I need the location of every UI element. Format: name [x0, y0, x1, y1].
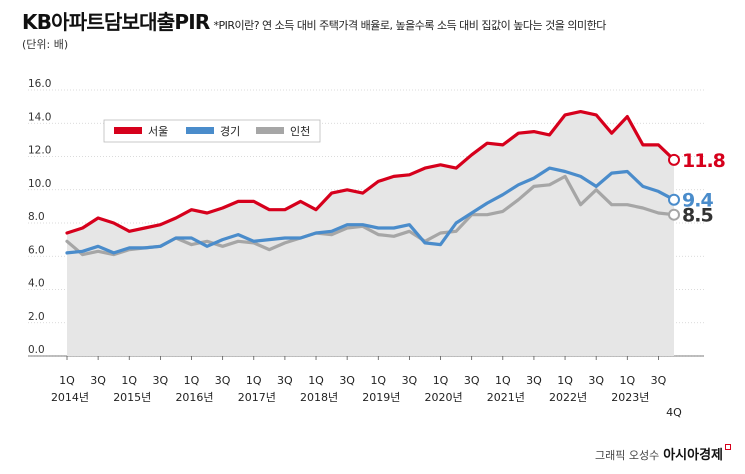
credit: 그래픽 오성수 아시아경제 — [595, 444, 731, 463]
series-end-marker — [668, 208, 680, 221]
series-end-marker — [668, 153, 680, 166]
credit-brand: 아시아경제 — [663, 448, 723, 463]
series-end-label: 8.5 — [682, 205, 713, 227]
y-axis: 0.0 2.0 4.0 6.0 8.0 10.0 12.0 14.0 16.0 — [28, 78, 51, 356]
seoul-area-fill — [67, 111, 674, 356]
series-lines — [65, 109, 676, 257]
x-tick-year: 2018년 — [300, 391, 338, 404]
x-tick-year: 2022년 — [549, 391, 587, 404]
x-tick-year: 2014년 — [51, 391, 89, 404]
x-tick-year: 2015년 — [113, 391, 151, 404]
series-end-marker — [668, 193, 680, 206]
y-tick-label: 2.0 — [28, 311, 45, 323]
x-tick-year: 2023년 — [611, 391, 649, 404]
series-end-label: 9.4 — [682, 190, 713, 212]
credit-text: 그래픽 오성수 — [594, 449, 660, 462]
legend-swatch — [114, 127, 142, 134]
x-tick-quarter: 1Q — [246, 374, 262, 387]
x-tick-quarter: 1Q — [59, 374, 75, 387]
x-tick-year: 2021년 — [487, 391, 525, 404]
series-end-markers: 11.8 9.48.5 — [668, 150, 727, 227]
x-tick-last-quarter: 4Q — [666, 406, 682, 419]
brand-mark-icon — [725, 444, 731, 450]
x-tick-quarter: 3Q — [277, 374, 293, 387]
series-line-1 — [65, 166, 676, 255]
x-tick-quarter: 3Q — [339, 374, 355, 387]
title-block: KB아파트담보대출PIR *PIR이란? 연 소득 대비 주택가격 배율로, 높을… — [22, 6, 606, 35]
legend-swatch — [186, 127, 214, 134]
y-tick-label: 0.0 — [28, 344, 45, 356]
series-end-label: 11.8 — [682, 150, 726, 172]
x-tick-year: 2020년 — [424, 391, 462, 404]
x-tick-quarter: 3Q — [526, 374, 542, 387]
x-tick-quarter: 1Q — [619, 374, 635, 387]
x-tick-quarter: 3Q — [153, 374, 169, 387]
series-line-0 — [65, 109, 676, 235]
x-tick-quarter: 3Q — [402, 374, 418, 387]
y-tick-label: 14.0 — [28, 111, 51, 123]
y-tick-label: 8.0 — [28, 211, 45, 223]
x-tick-year: 2019년 — [362, 391, 400, 404]
x-tick-quarter: 1Q — [121, 374, 137, 387]
legend: 서울 경기 인천 — [103, 119, 321, 143]
x-axis: 1Q 3Q 1Q 3Q 1Q 3Q 1Q 3Q 1Q 3Q 1Q 3Q 1Q 3Q 1Q 3Q 1Q 3Q 1Q 3Q… — [51, 356, 682, 419]
x-tick-quarter: 3Q — [90, 374, 106, 387]
y-tick-label: 10.0 — [28, 178, 51, 190]
x-tick-year: 2016년 — [175, 391, 213, 404]
legend-swatch — [256, 127, 284, 134]
chart-note: *PIR이란? 연 소득 대비 주택가격 배율로, 높을수록 소득 대비 집값이… — [213, 19, 606, 32]
legend-label: 인천 — [290, 124, 310, 138]
x-tick-quarter: 3Q — [464, 374, 480, 387]
legend-label: 경기 — [220, 125, 240, 138]
x-tick-quarter: 3Q — [651, 374, 667, 387]
x-tick-quarter: 1Q — [308, 374, 324, 387]
y-tick-label: 12.0 — [28, 145, 51, 157]
chart-title: KB아파트담보대출PIR — [22, 10, 210, 34]
x-tick-quarter: 3Q — [588, 374, 604, 387]
x-tick-quarter: 1Q — [433, 374, 449, 387]
x-tick-quarter: 1Q — [370, 374, 386, 387]
x-tick-quarter: 1Q — [557, 374, 573, 387]
unit-label: (단위: 배) — [22, 38, 69, 51]
x-tick-year: 2017년 — [238, 391, 276, 404]
y-tick-label: 4.0 — [28, 278, 45, 290]
x-tick-quarter: 3Q — [215, 374, 231, 387]
x-tick-quarter: 1Q — [184, 374, 200, 387]
x-tick-quarter: 1Q — [495, 374, 511, 387]
y-tick-label: 16.0 — [28, 78, 51, 90]
y-tick-label: 6.0 — [28, 244, 45, 256]
legend-label: 서울 — [148, 125, 168, 138]
